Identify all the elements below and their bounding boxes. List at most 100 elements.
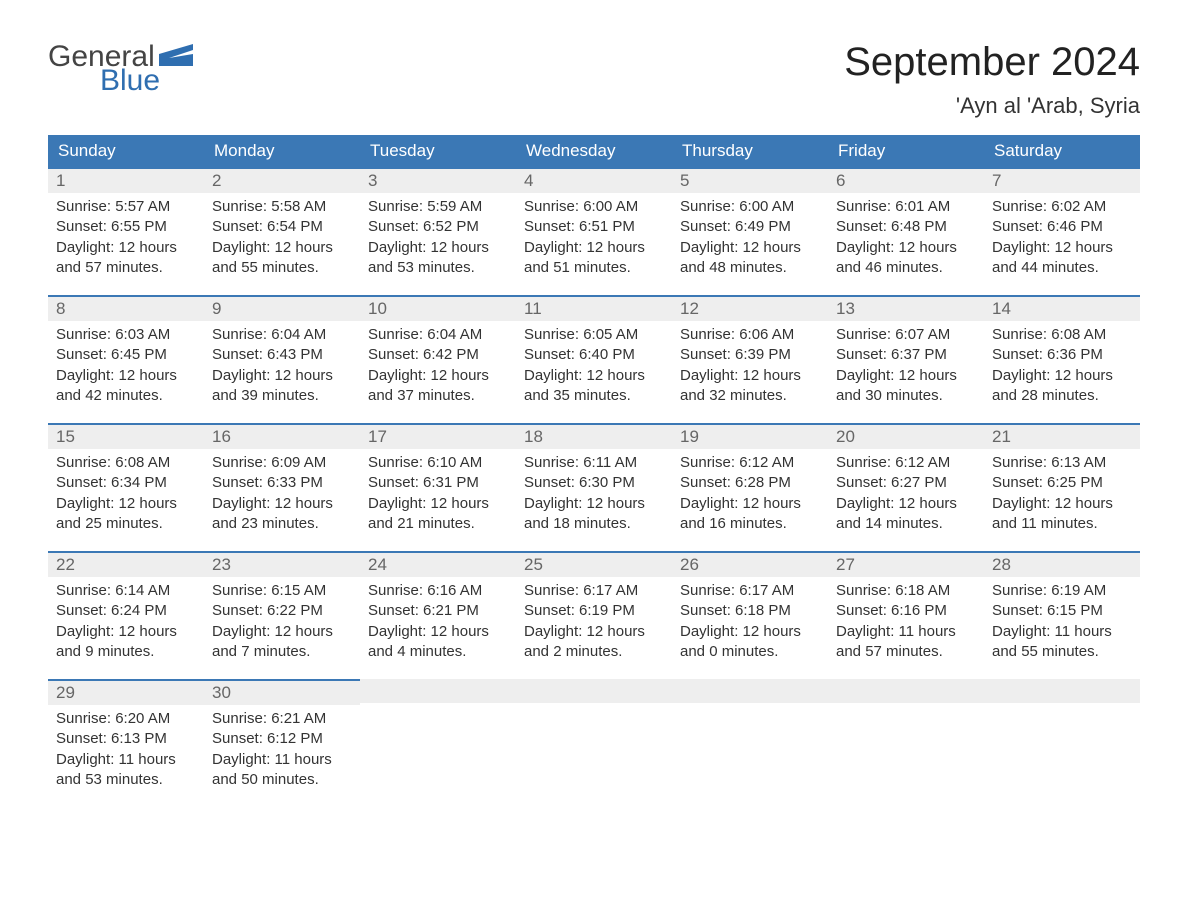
day-details: Sunrise: 5:59 AMSunset: 6:52 PMDaylight:… — [360, 193, 516, 282]
sunset-line: Sunset: 6:25 PM — [992, 473, 1132, 493]
day-number: 22 — [48, 551, 204, 577]
calendar-cell: 9Sunrise: 6:04 AMSunset: 6:43 PMDaylight… — [204, 295, 360, 423]
calendar-cell: 27Sunrise: 6:18 AMSunset: 6:16 PMDayligh… — [828, 551, 984, 679]
day-details: Sunrise: 6:15 AMSunset: 6:22 PMDaylight:… — [204, 577, 360, 666]
calendar-cell: 17Sunrise: 6:10 AMSunset: 6:31 PMDayligh… — [360, 423, 516, 551]
day-details: Sunrise: 6:06 AMSunset: 6:39 PMDaylight:… — [672, 321, 828, 410]
calendar-table: Sunday Monday Tuesday Wednesday Thursday… — [48, 135, 1140, 807]
sunrise-line: Sunrise: 6:04 AM — [368, 325, 508, 345]
calendar-cell — [828, 679, 984, 807]
day-details: Sunrise: 6:01 AMSunset: 6:48 PMDaylight:… — [828, 193, 984, 282]
day-details: Sunrise: 6:19 AMSunset: 6:15 PMDaylight:… — [984, 577, 1140, 666]
daylight-line-1: Daylight: 11 hours — [992, 622, 1132, 642]
daylight-line-1: Daylight: 12 hours — [836, 238, 976, 258]
calendar-cell: 21Sunrise: 6:13 AMSunset: 6:25 PMDayligh… — [984, 423, 1140, 551]
sunrise-line: Sunrise: 6:09 AM — [212, 453, 352, 473]
weekday-header: Monday — [204, 135, 360, 167]
daylight-line-1: Daylight: 11 hours — [56, 750, 196, 770]
day-details: Sunrise: 6:11 AMSunset: 6:30 PMDaylight:… — [516, 449, 672, 538]
day-details: Sunrise: 6:05 AMSunset: 6:40 PMDaylight:… — [516, 321, 672, 410]
daylight-line-2: and 44 minutes. — [992, 258, 1132, 278]
logo-word-blue: Blue — [100, 64, 160, 98]
calendar-cell: 19Sunrise: 6:12 AMSunset: 6:28 PMDayligh… — [672, 423, 828, 551]
daylight-line-1: Daylight: 12 hours — [212, 238, 352, 258]
calendar-cell: 4Sunrise: 6:00 AMSunset: 6:51 PMDaylight… — [516, 167, 672, 295]
calendar-row: 8Sunrise: 6:03 AMSunset: 6:45 PMDaylight… — [48, 295, 1140, 423]
sunrise-line: Sunrise: 6:11 AM — [524, 453, 664, 473]
sunset-line: Sunset: 6:52 PM — [368, 217, 508, 237]
day-number: 20 — [828, 423, 984, 449]
sunset-line: Sunset: 6:13 PM — [56, 729, 196, 749]
daylight-line-1: Daylight: 12 hours — [212, 366, 352, 386]
day-number: 6 — [828, 167, 984, 193]
day-details: Sunrise: 6:03 AMSunset: 6:45 PMDaylight:… — [48, 321, 204, 410]
sunrise-line: Sunrise: 6:00 AM — [680, 197, 820, 217]
calendar-cell: 1Sunrise: 5:57 AMSunset: 6:55 PMDaylight… — [48, 167, 204, 295]
sunset-line: Sunset: 6:45 PM — [56, 345, 196, 365]
daylight-line-2: and 25 minutes. — [56, 514, 196, 534]
daylight-line-2: and 57 minutes. — [836, 642, 976, 662]
weekday-header: Friday — [828, 135, 984, 167]
daylight-line-1: Daylight: 12 hours — [212, 494, 352, 514]
day-number: 7 — [984, 167, 1140, 193]
calendar-cell: 7Sunrise: 6:02 AMSunset: 6:46 PMDaylight… — [984, 167, 1140, 295]
day-number: 25 — [516, 551, 672, 577]
calendar-cell: 12Sunrise: 6:06 AMSunset: 6:39 PMDayligh… — [672, 295, 828, 423]
day-number: 29 — [48, 679, 204, 705]
calendar-cell: 2Sunrise: 5:58 AMSunset: 6:54 PMDaylight… — [204, 167, 360, 295]
day-details: Sunrise: 6:02 AMSunset: 6:46 PMDaylight:… — [984, 193, 1140, 282]
day-number: 9 — [204, 295, 360, 321]
sunrise-line: Sunrise: 6:02 AM — [992, 197, 1132, 217]
daylight-line-1: Daylight: 12 hours — [524, 238, 664, 258]
daylight-line-2: and 23 minutes. — [212, 514, 352, 534]
day-number: 21 — [984, 423, 1140, 449]
sunset-line: Sunset: 6:42 PM — [368, 345, 508, 365]
sunrise-line: Sunrise: 6:01 AM — [836, 197, 976, 217]
day-details: Sunrise: 6:17 AMSunset: 6:18 PMDaylight:… — [672, 577, 828, 666]
daylight-line-2: and 53 minutes. — [368, 258, 508, 278]
sunset-line: Sunset: 6:28 PM — [680, 473, 820, 493]
sunset-line: Sunset: 6:37 PM — [836, 345, 976, 365]
daylight-line-1: Daylight: 12 hours — [680, 622, 820, 642]
sunrise-line: Sunrise: 6:00 AM — [524, 197, 664, 217]
weekday-header: Wednesday — [516, 135, 672, 167]
flag-icon — [159, 40, 193, 74]
day-number: 19 — [672, 423, 828, 449]
day-number: 24 — [360, 551, 516, 577]
calendar-cell: 6Sunrise: 6:01 AMSunset: 6:48 PMDaylight… — [828, 167, 984, 295]
daylight-line-1: Daylight: 12 hours — [368, 238, 508, 258]
sunrise-line: Sunrise: 5:59 AM — [368, 197, 508, 217]
daylight-line-2: and 28 minutes. — [992, 386, 1132, 406]
daylight-line-2: and 42 minutes. — [56, 386, 196, 406]
sunrise-line: Sunrise: 5:57 AM — [56, 197, 196, 217]
sunset-line: Sunset: 6:31 PM — [368, 473, 508, 493]
calendar-cell: 5Sunrise: 6:00 AMSunset: 6:49 PMDaylight… — [672, 167, 828, 295]
sunset-line: Sunset: 6:40 PM — [524, 345, 664, 365]
day-details: Sunrise: 6:09 AMSunset: 6:33 PMDaylight:… — [204, 449, 360, 538]
daylight-line-2: and 2 minutes. — [524, 642, 664, 662]
calendar-cell: 28Sunrise: 6:19 AMSunset: 6:15 PMDayligh… — [984, 551, 1140, 679]
daylight-line-2: and 57 minutes. — [56, 258, 196, 278]
sunset-line: Sunset: 6:48 PM — [836, 217, 976, 237]
daylight-line-2: and 50 minutes. — [212, 770, 352, 790]
daylight-line-2: and 37 minutes. — [368, 386, 508, 406]
calendar-cell: 16Sunrise: 6:09 AMSunset: 6:33 PMDayligh… — [204, 423, 360, 551]
sunset-line: Sunset: 6:43 PM — [212, 345, 352, 365]
calendar-cell: 14Sunrise: 6:08 AMSunset: 6:36 PMDayligh… — [984, 295, 1140, 423]
day-number: 18 — [516, 423, 672, 449]
calendar-row: 1Sunrise: 5:57 AMSunset: 6:55 PMDaylight… — [48, 167, 1140, 295]
daylight-line-2: and 16 minutes. — [680, 514, 820, 534]
empty-day-bar — [516, 679, 672, 703]
day-number: 27 — [828, 551, 984, 577]
sunrise-line: Sunrise: 6:19 AM — [992, 581, 1132, 601]
calendar-cell: 3Sunrise: 5:59 AMSunset: 6:52 PMDaylight… — [360, 167, 516, 295]
sunset-line: Sunset: 6:33 PM — [212, 473, 352, 493]
sunset-line: Sunset: 6:36 PM — [992, 345, 1132, 365]
sunset-line: Sunset: 6:19 PM — [524, 601, 664, 621]
calendar-row: 29Sunrise: 6:20 AMSunset: 6:13 PMDayligh… — [48, 679, 1140, 807]
daylight-line-2: and 32 minutes. — [680, 386, 820, 406]
sunrise-line: Sunrise: 6:17 AM — [680, 581, 820, 601]
calendar-cell — [516, 679, 672, 807]
daylight-line-1: Daylight: 12 hours — [680, 238, 820, 258]
day-details: Sunrise: 6:12 AMSunset: 6:28 PMDaylight:… — [672, 449, 828, 538]
